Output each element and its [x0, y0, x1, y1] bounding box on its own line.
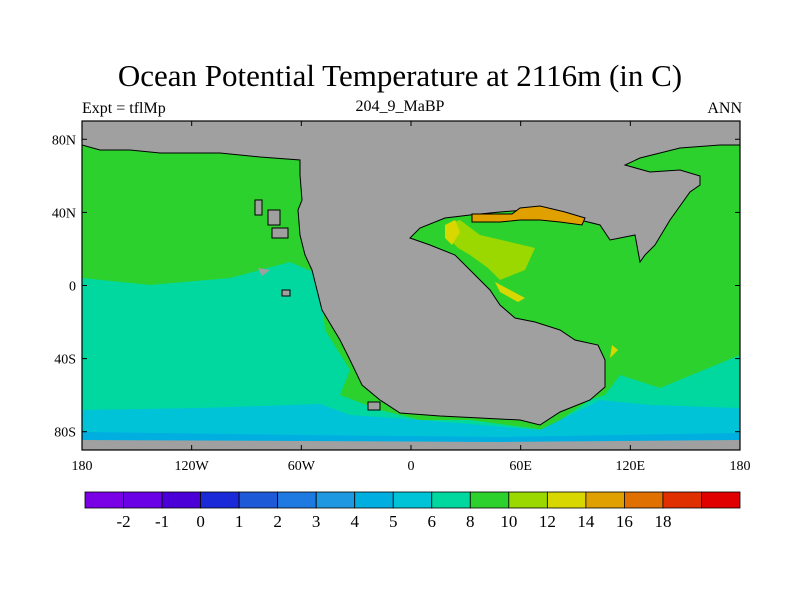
- colorbar-label: 6: [428, 512, 437, 531]
- colorbar-label: 16: [616, 512, 633, 531]
- y-tick-label: 40N: [52, 206, 76, 221]
- colorbar-swatch: [546, 491, 587, 509]
- colorbar-label: -2: [116, 512, 130, 531]
- axis-ticks: 180 120W 60W 0 60E 120E 180 80N 40N 0 40S 80S: [52, 121, 751, 474]
- tethys-edge: [610, 345, 618, 358]
- colorbar-label: 12: [539, 512, 556, 531]
- colorbar-label: 5: [389, 512, 398, 531]
- tethys-edge: [445, 220, 460, 245]
- tropical-water: [82, 262, 740, 450]
- colorbar: -2 -1 0 1 2 3 4 5 6 8 10 12 14 16 18: [84, 491, 741, 531]
- colorbar-label: 4: [350, 512, 359, 531]
- tethys-north-shelf: [471, 205, 586, 226]
- colorbar-swatch: [84, 491, 124, 509]
- colorbar-swatch: [392, 491, 433, 509]
- colorbar-label: 1: [235, 512, 244, 531]
- colorbar-swatch: [624, 491, 664, 509]
- small-island: [281, 289, 291, 297]
- colorbar-label: 0: [196, 512, 205, 531]
- y-tick-label: 40S: [54, 353, 76, 368]
- colorbar-swatch: [469, 491, 510, 509]
- y-tick-label: 80N: [52, 133, 76, 148]
- colorbar-swatch: [508, 491, 548, 509]
- small-island: [367, 401, 381, 411]
- colorbar-label: -1: [155, 512, 169, 531]
- colorbar-swatch: [123, 491, 163, 509]
- x-tick-label: 120E: [616, 459, 646, 474]
- colorbar-swatch: [354, 491, 394, 509]
- colorbar-label: 8: [466, 512, 475, 531]
- time-label: 204_9_MaBP: [355, 98, 445, 115]
- map-field: [82, 121, 740, 450]
- x-tick-label: 120W: [175, 459, 210, 474]
- y-tick-label: 80S: [54, 426, 76, 441]
- x-tick-label: 180: [730, 459, 751, 474]
- colorbar-swatch: [701, 491, 741, 509]
- colorbar-label: 10: [500, 512, 517, 531]
- small-island: [271, 227, 289, 239]
- pangaea-landmass: [82, 121, 740, 426]
- colorbar-label: 18: [654, 512, 671, 531]
- colorbar-swatch: [315, 491, 356, 509]
- x-tick-label: 60E: [509, 459, 532, 474]
- tethys-inner: [445, 220, 535, 280]
- map-title: Ocean Potential Temperature at 2116m (in…: [117, 58, 683, 93]
- colorbar-label: 3: [312, 512, 321, 531]
- x-tick-label: 180: [72, 459, 93, 474]
- colorbar-swatch: [662, 491, 702, 509]
- colorbar-swatch: [277, 491, 317, 509]
- colorbar-swatch: [238, 491, 279, 509]
- y-tick-label: 0: [69, 280, 76, 295]
- experiment-label: Expt = tflMp: [82, 100, 166, 117]
- small-island: [254, 199, 263, 216]
- season-label: ANN: [707, 100, 742, 117]
- tethys-edge: [495, 282, 525, 302]
- colorbar-swatch: [585, 491, 625, 509]
- colorbar-swatch: [431, 491, 471, 509]
- colorbar-swatch: [161, 491, 201, 509]
- small-island: [258, 268, 270, 276]
- x-tick-label: 60W: [288, 459, 316, 474]
- small-island: [267, 209, 281, 226]
- x-tick-label: 0: [408, 459, 415, 474]
- colorbar-label: 14: [577, 512, 595, 531]
- colorbar-label: 2: [273, 512, 282, 531]
- colorbar-swatch: [200, 491, 240, 509]
